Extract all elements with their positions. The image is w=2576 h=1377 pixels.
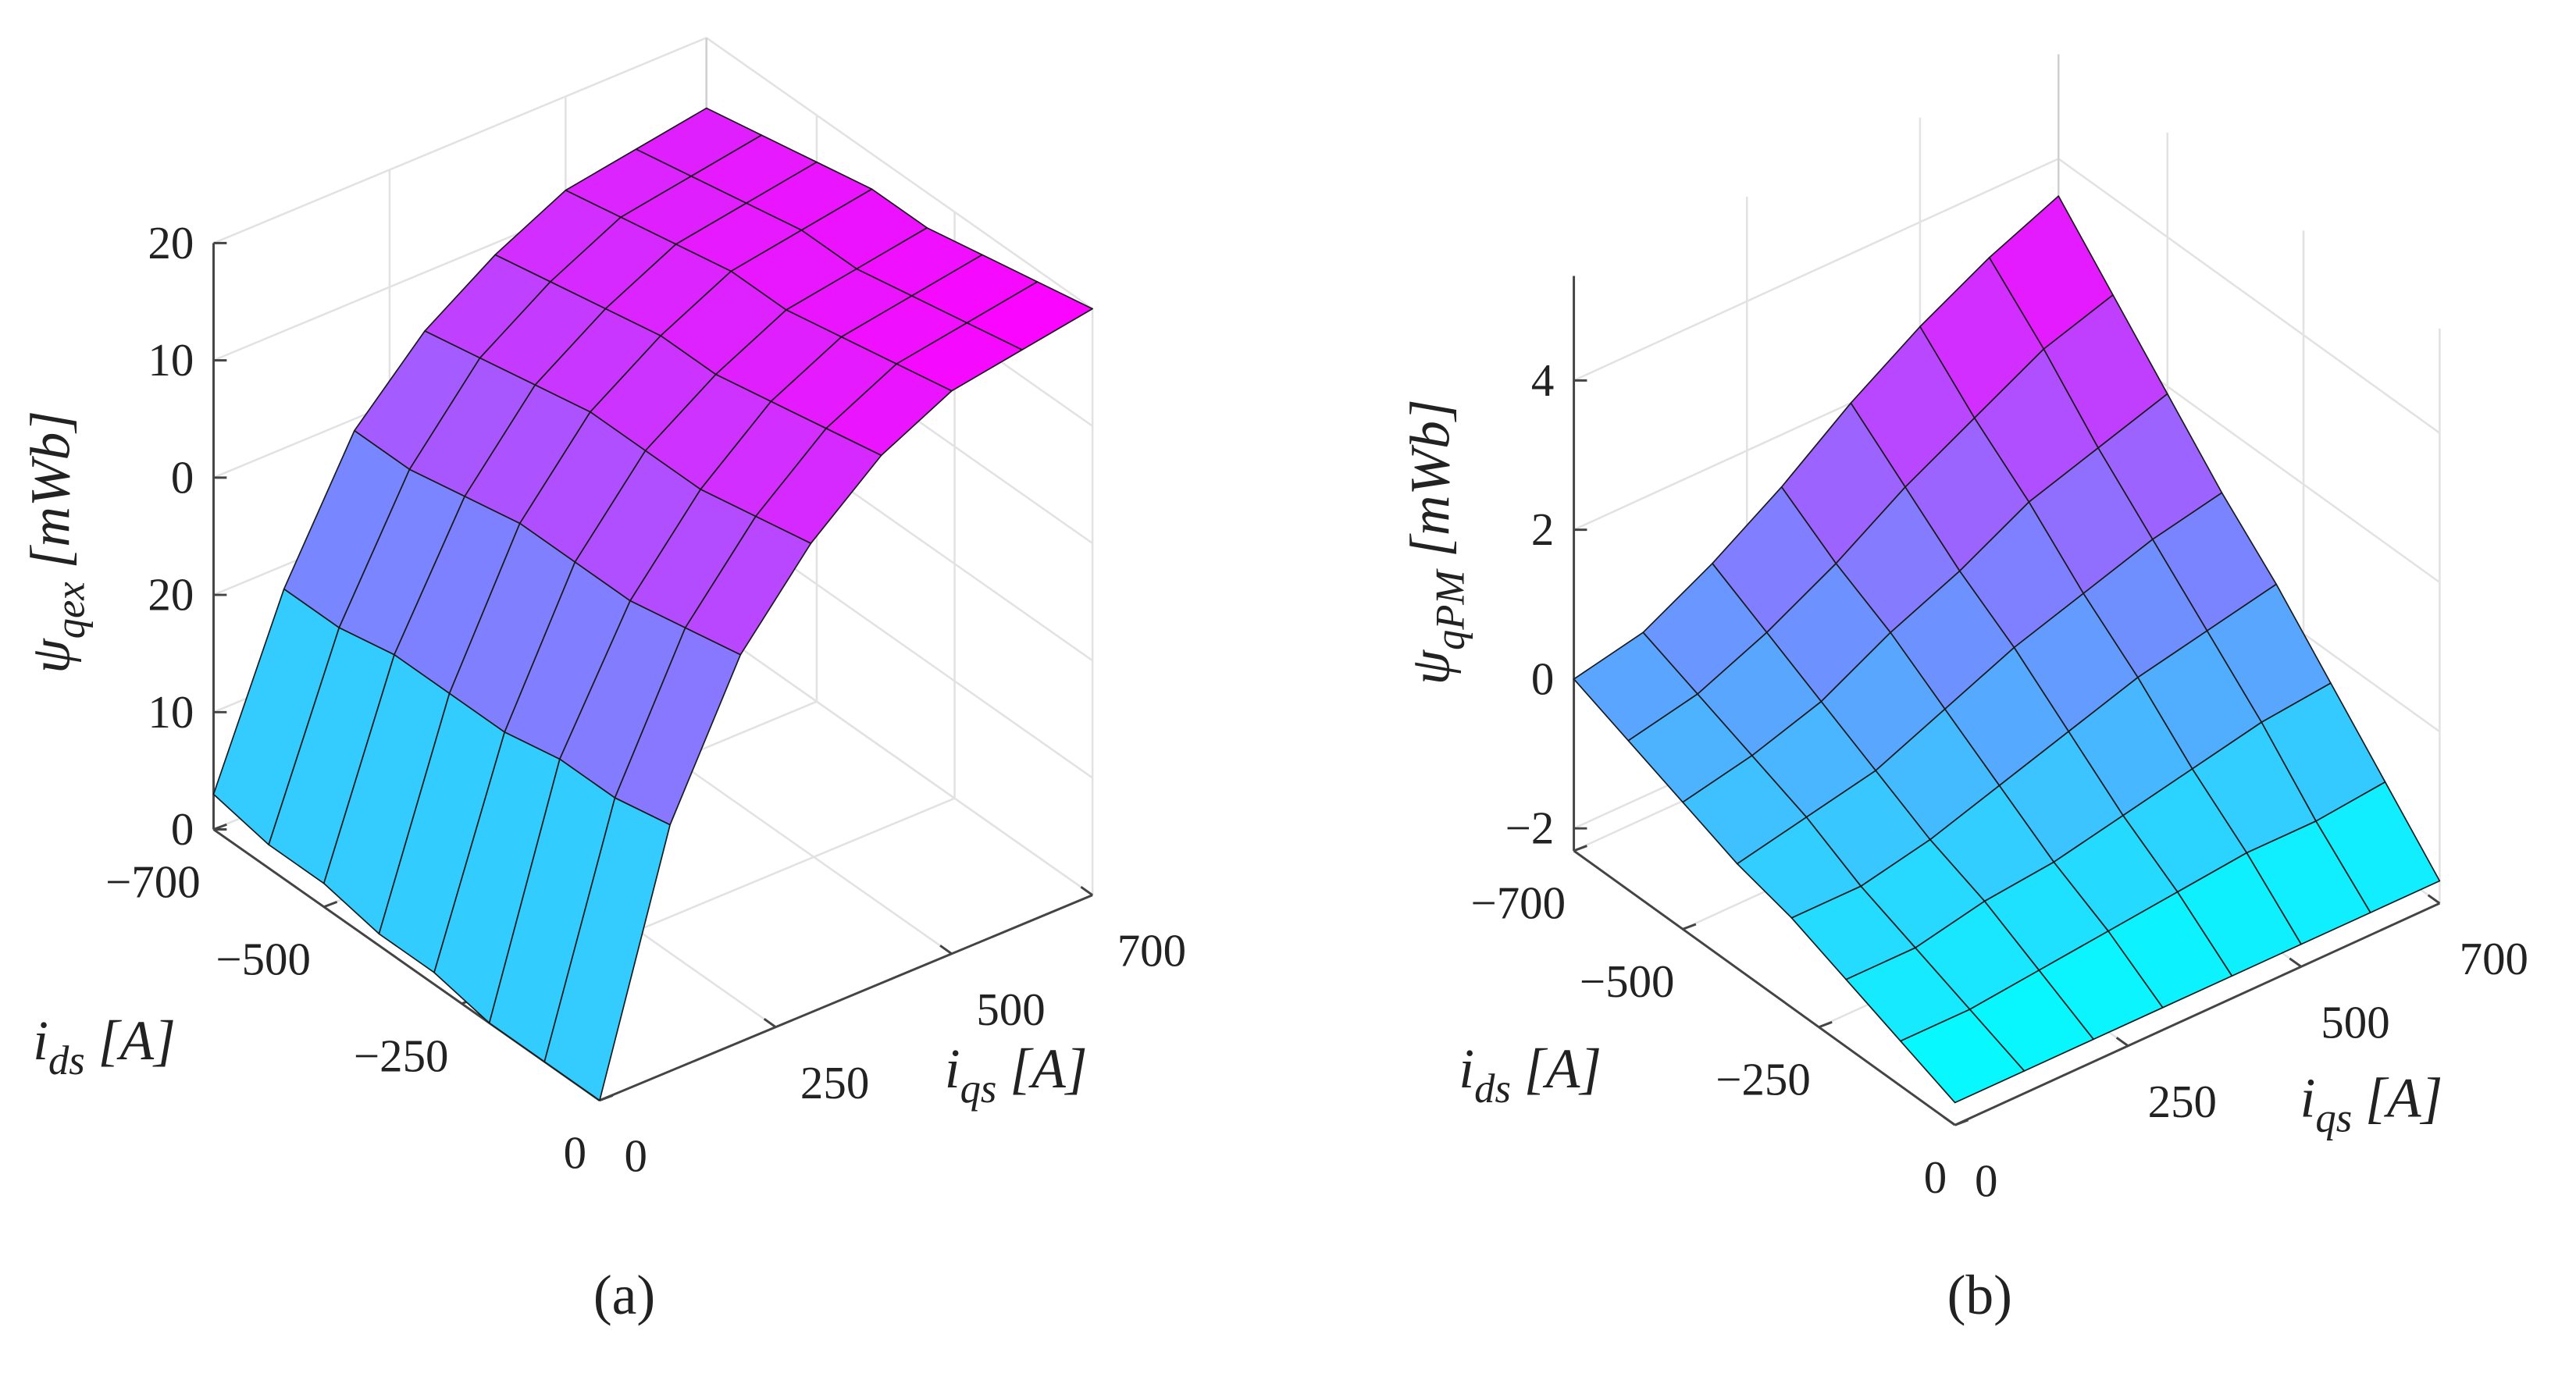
tick-mark — [2427, 894, 2441, 905]
grid-line — [2058, 158, 2441, 434]
x-tick-label: 700 — [2460, 934, 2528, 984]
axis-subscript: qs — [2315, 1096, 2352, 1141]
axis-subscript: ds — [1474, 1066, 1511, 1112]
axis-unit: [A] — [1524, 1038, 1602, 1100]
y-tick-label: −500 — [1580, 956, 1675, 1007]
y-tick-label: 0 — [1924, 1152, 1947, 1203]
axis-subscript: qPM — [1428, 568, 1473, 650]
axis-unit: [mWb] — [1400, 399, 1462, 557]
z-tick-label: 0 — [171, 452, 194, 503]
z-tick-label: 0 — [1531, 653, 1554, 704]
y-axis — [1573, 849, 1956, 1126]
y-tick-label: −250 — [1716, 1055, 1811, 1105]
panel-label: (a) — [593, 1265, 655, 1326]
z-tick-label: −2 — [1505, 803, 1555, 854]
x-tick-label: 0 — [625, 1131, 647, 1182]
tick-mark — [2115, 1037, 2129, 1047]
axis-unit: [A] — [2365, 1068, 2442, 1130]
tick-mark — [1954, 1119, 1969, 1126]
y-tick-label: −250 — [354, 1031, 449, 1082]
grid-line — [705, 623, 1093, 896]
z-tick-label: 0 — [171, 804, 194, 855]
axis-label: ψqPM [mWb] — [1400, 399, 1473, 685]
axis-label: iqs [A] — [945, 1038, 1088, 1112]
tick-mark — [1818, 1021, 1833, 1029]
tick-mark — [1080, 885, 1093, 896]
axis-symbol: i — [2300, 1068, 2316, 1130]
axis-symbol: i — [945, 1038, 960, 1100]
z-tick-label: 4 — [1531, 355, 1554, 406]
x-tick-label: 500 — [976, 984, 1045, 1035]
z-tick-label: 20 — [148, 218, 194, 269]
z-tick-label: 2 — [1531, 504, 1554, 555]
surface-patch — [543, 797, 671, 1101]
grid-line — [1573, 158, 2059, 382]
tick-mark — [1943, 1115, 1956, 1126]
axis-symbol: i — [33, 1010, 48, 1072]
x-tick-label: 250 — [800, 1058, 869, 1108]
axis-subscript: qs — [960, 1066, 997, 1112]
axis-label: ψqex [mWb] — [20, 411, 93, 674]
axis-unit: [mWb] — [20, 411, 81, 569]
axis-unit: [A] — [98, 1010, 176, 1072]
axis-symbol: ψ — [1400, 649, 1462, 685]
axis-subscript: qex — [48, 582, 93, 639]
axis-subscript: ds — [48, 1038, 85, 1083]
grid-line — [705, 37, 1093, 310]
z-tick-label: 20 — [148, 570, 194, 621]
tick-mark — [1573, 845, 1587, 852]
surface-patch — [1900, 1009, 2026, 1104]
axis-label: iqs [A] — [2300, 1068, 2443, 1141]
axis-symbol: i — [1459, 1038, 1474, 1100]
grid-line — [213, 37, 707, 244]
axis-label: ids [A] — [1459, 1038, 1602, 1112]
tick-mark — [1682, 923, 1697, 930]
axis-label: ids [A] — [33, 1010, 176, 1083]
panel-label: (b) — [1947, 1265, 2012, 1326]
x-tick-label: 0 — [1975, 1155, 1997, 1206]
x-tick-label: 500 — [2321, 997, 2389, 1048]
y-tick-label: 0 — [564, 1127, 586, 1178]
tick-mark — [212, 823, 227, 831]
axis-unit: [A] — [1010, 1038, 1087, 1100]
x-tick-label: 700 — [1117, 926, 1186, 977]
y-tick-label: −700 — [105, 856, 201, 907]
x-axis — [1954, 902, 2440, 1126]
x-axis — [599, 894, 1093, 1102]
x-tick-label: 250 — [2148, 1076, 2217, 1127]
y-tick-label: −500 — [216, 934, 311, 985]
axis-symbol: ψ — [20, 638, 81, 674]
tick-mark — [939, 945, 953, 955]
z-tick-label: 10 — [148, 687, 194, 738]
y-tick-label: −700 — [1470, 878, 1566, 929]
tick-mark — [599, 1094, 614, 1102]
z-tick-label: 10 — [148, 335, 194, 386]
tick-mark — [323, 901, 338, 909]
tick-mark — [2289, 957, 2302, 968]
tick-mark — [763, 1018, 777, 1028]
